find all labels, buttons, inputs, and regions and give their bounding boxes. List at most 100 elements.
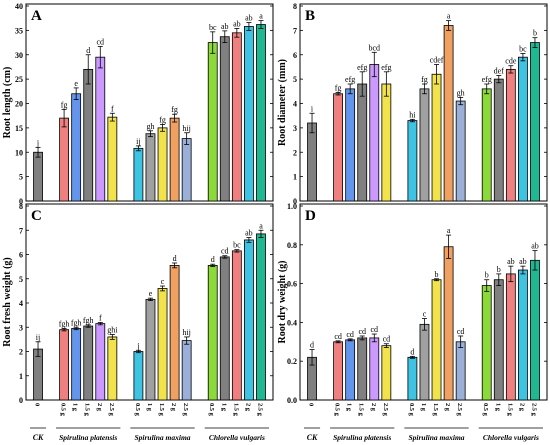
y-axis-label: Root dry weight (g) <box>277 260 288 343</box>
x-tick-label: 2 g <box>96 403 103 412</box>
bar <box>256 233 266 401</box>
x-tick-label: 0.5 g <box>334 403 341 417</box>
y-tick-label: 0 <box>19 197 23 206</box>
significance-label: hij <box>182 124 190 133</box>
bar <box>345 339 356 401</box>
significance-label: cd <box>457 327 465 336</box>
significance-label: bc <box>209 23 217 32</box>
bar <box>231 32 242 202</box>
bar <box>33 151 43 202</box>
y-tick-label: 20 <box>15 100 23 109</box>
x-tick-label: 1.5 g <box>232 403 239 417</box>
y-tick-label: 7 <box>19 226 23 235</box>
significance-label: bc <box>519 45 527 54</box>
y-tick-label: 0.4 <box>287 318 297 327</box>
x-tick-label: 2.5 g <box>456 403 463 417</box>
bar <box>169 265 180 401</box>
y-tick-label: 25 <box>15 75 23 84</box>
x-tick-label: 0.5 g <box>134 403 141 417</box>
bar <box>181 138 192 202</box>
significance-label: b <box>533 29 537 38</box>
significance-label: ab <box>531 242 539 251</box>
x-tick-label: 2 g <box>518 403 525 412</box>
bar <box>530 42 540 202</box>
y-tick-label: 7 <box>293 26 297 35</box>
group-label: Spirulina maxima <box>409 433 465 442</box>
group-label: Spirulina platensis <box>59 433 117 442</box>
significance-label: cd <box>383 335 391 344</box>
x-tick-label: 2.5 g <box>108 403 115 417</box>
bar <box>107 336 118 401</box>
significance-label: def <box>494 66 505 75</box>
x-tick-label: 1 g <box>420 403 427 412</box>
group-label: CK <box>307 433 318 442</box>
x-tick-label: 0 <box>34 403 41 406</box>
y-axis-label: Root diameter (mm) <box>277 59 288 146</box>
y-tick-label: 3 <box>19 323 23 332</box>
significance-label: efg <box>357 63 367 72</box>
bar <box>369 337 380 401</box>
significance-label: efg <box>381 63 391 72</box>
y-tick-label: 8 <box>19 202 23 211</box>
significance-label: i <box>311 104 314 113</box>
bar <box>71 328 82 401</box>
significance-label: f <box>99 313 102 322</box>
bar <box>181 340 192 401</box>
x-tick-label: 1 g <box>494 403 501 412</box>
significance-label: hij <box>182 328 190 337</box>
x-tick-label: 2 g <box>170 403 177 412</box>
significance-label: f <box>111 104 114 113</box>
bar <box>443 25 454 202</box>
bar <box>133 351 144 401</box>
bar <box>107 116 118 202</box>
y-tick-label: 6 <box>293 51 297 60</box>
y-tick-label: 1.0 <box>287 202 297 211</box>
significance-label: d <box>410 347 414 356</box>
significance-label: fg <box>61 100 68 109</box>
bar <box>207 265 218 401</box>
y-tick-label: 5 <box>19 173 23 182</box>
bar <box>219 36 230 202</box>
bar <box>369 64 380 202</box>
bar <box>505 273 516 401</box>
x-tick-label: 1.5 g <box>432 403 439 417</box>
bar <box>219 256 230 401</box>
significance-label: cd <box>346 330 354 339</box>
y-tick-label: 8 <box>293 2 297 11</box>
y-tick-label: 0.6 <box>287 280 297 289</box>
x-tick-label: 0.5 g <box>482 403 489 417</box>
x-tick-label: 1.5 g <box>84 403 91 417</box>
significance-label: bc <box>233 241 241 250</box>
bar <box>481 88 492 202</box>
bar <box>431 279 442 401</box>
group-label: Chlorella vulgaris <box>483 433 539 442</box>
x-tick-label: 1 g <box>146 403 153 412</box>
x-tick-label: 2 g <box>370 403 377 412</box>
significance-label: d <box>86 46 90 55</box>
x-tick-label: 1 g <box>72 403 79 412</box>
significance-label: c <box>161 277 165 286</box>
x-tick-label: 0.5 g <box>208 403 215 417</box>
y-tick-label: 6 <box>19 251 23 260</box>
significance-label: cd <box>334 332 342 341</box>
significance-label: gh <box>146 122 154 131</box>
bar <box>419 323 430 401</box>
bar <box>493 78 504 202</box>
significance-label: d <box>310 341 314 350</box>
significance-label: j <box>36 138 39 147</box>
y-tick-label: 0 <box>19 396 23 405</box>
bar <box>530 259 540 401</box>
y-tick-label: 2 <box>293 148 297 157</box>
bar <box>95 56 106 202</box>
bar <box>443 246 454 401</box>
y-tick-label: 5 <box>19 275 23 284</box>
significance-label: b <box>435 270 439 279</box>
bar <box>381 83 392 202</box>
bar <box>157 127 168 202</box>
x-tick-label: 1.5 g <box>358 403 365 417</box>
panel-A: 0 5 10 15 20 25 30 35 40 Root length (cm) Aj fg e dcd… <box>2 2 274 206</box>
bar <box>345 88 356 202</box>
bar <box>59 117 69 202</box>
bar <box>518 269 528 401</box>
